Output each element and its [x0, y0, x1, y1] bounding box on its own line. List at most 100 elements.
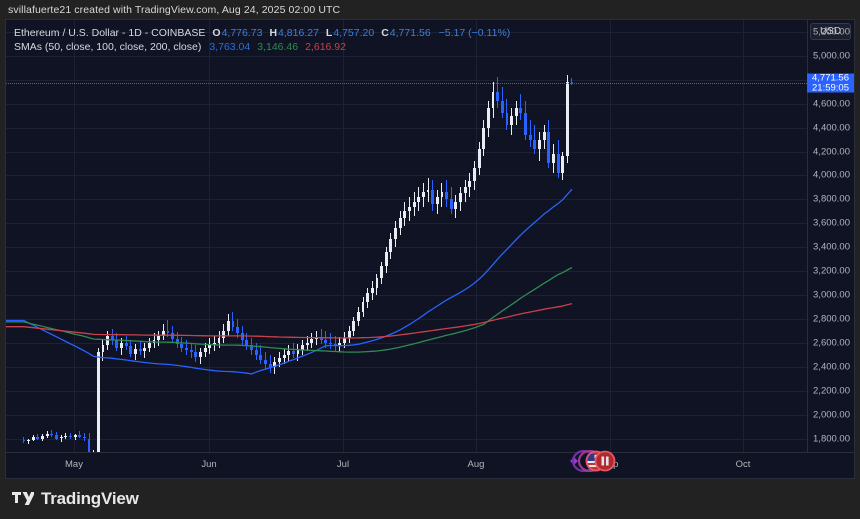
price-tick-label: 3,000.00 [813, 289, 850, 301]
time-scale[interactable]: MayJunJulAugSepOct [6, 452, 854, 478]
candle-body [435, 196, 439, 205]
gridline-horizontal [6, 31, 809, 33]
candlestick [542, 125, 546, 150]
moving-average-lines [6, 188, 573, 375]
candle-body [426, 189, 430, 193]
candlestick [514, 101, 518, 126]
candle-body [268, 364, 272, 367]
candle-body [78, 434, 82, 437]
gridline-vertical [209, 20, 210, 472]
candlestick [547, 120, 551, 169]
candlestick [329, 333, 332, 349]
candlestick [180, 336, 184, 353]
candle-body [454, 201, 458, 209]
candle-body [208, 345, 212, 348]
candle-body [329, 342, 332, 345]
candle-body [301, 345, 305, 351]
candlestick [361, 297, 365, 317]
candlestick [73, 433, 77, 441]
price-scale[interactable]: USD 4,771.56 21:59:05 1,600.001,800.002,… [807, 20, 854, 472]
candlestick [22, 437, 26, 444]
candle-body [157, 335, 161, 341]
candlestick [375, 273, 379, 296]
time-tick-label: May [65, 459, 83, 470]
candle-body [175, 339, 179, 345]
currency-button[interactable]: USD [810, 23, 851, 40]
candle-body [380, 266, 384, 279]
current-price-countdown: 21:59:05 [812, 82, 849, 94]
candlestick [426, 177, 430, 202]
candlestick [161, 323, 165, 341]
candle-body [138, 348, 142, 352]
gridline-horizontal [6, 295, 809, 297]
attribution-text: svillafuerte21 created with TradingView.… [8, 3, 341, 16]
candlestick [175, 332, 179, 348]
candlestick [533, 125, 537, 154]
time-tick-label: Jun [201, 459, 217, 470]
time-tick-label: Jul [336, 459, 350, 470]
price-tick-label: 2,800.00 [813, 313, 850, 325]
candle-body [217, 338, 221, 343]
candle-body [514, 108, 518, 116]
candlestick [106, 330, 110, 351]
candle-body [59, 436, 63, 439]
candlestick [82, 433, 86, 441]
candlestick [565, 75, 569, 164]
gridline-horizontal [6, 127, 809, 129]
candlestick [319, 328, 323, 345]
price-tick-label: 4,400.00 [813, 122, 850, 134]
candle-body [203, 347, 207, 353]
candlestick [166, 320, 170, 337]
candle-body [161, 330, 165, 336]
candlestick [36, 433, 40, 440]
gridline-horizontal [6, 390, 809, 392]
candle-body [106, 335, 110, 346]
gridline-vertical [343, 20, 344, 472]
candle-wick [334, 335, 336, 352]
candlestick [486, 101, 490, 138]
candlestick [473, 161, 476, 190]
candlestick [389, 232, 393, 260]
gridline-horizontal [6, 151, 809, 153]
candlestick [268, 354, 272, 373]
candle-wick [60, 434, 62, 443]
candlestick [445, 180, 449, 207]
gridline-horizontal [6, 318, 809, 320]
candlestick [78, 431, 82, 438]
candlestick [217, 330, 221, 348]
candlestick [524, 101, 527, 140]
candle-body [236, 327, 240, 334]
candlestick [282, 348, 286, 365]
candle-body [36, 436, 40, 439]
candlestick [199, 347, 202, 365]
candle-body [486, 108, 490, 128]
candle-body [124, 342, 128, 347]
candle-body [22, 439, 26, 442]
gridline-horizontal [6, 271, 809, 273]
candlestick [468, 173, 472, 197]
gridline-horizontal [6, 103, 809, 105]
candle-body [222, 330, 226, 339]
candlestick [431, 180, 435, 212]
candle-body [180, 344, 184, 348]
candlestick [87, 432, 91, 463]
candle-body [277, 358, 281, 362]
candle-body [55, 434, 58, 439]
candlestick [449, 187, 453, 214]
candle-body [212, 342, 216, 346]
candle-body [477, 149, 481, 169]
candle-wick [320, 328, 322, 345]
candlestick [459, 187, 462, 212]
candle-body [259, 354, 263, 360]
chart-plot-area[interactable] [6, 20, 809, 472]
candlestick [147, 338, 151, 353]
candle-body [231, 321, 235, 328]
candle-body [533, 139, 537, 150]
candlestick [291, 342, 295, 359]
candle-body [82, 436, 86, 439]
candlestick [384, 247, 388, 274]
candlestick [324, 330, 328, 348]
candle-body [143, 347, 147, 352]
candle-body [310, 339, 314, 343]
